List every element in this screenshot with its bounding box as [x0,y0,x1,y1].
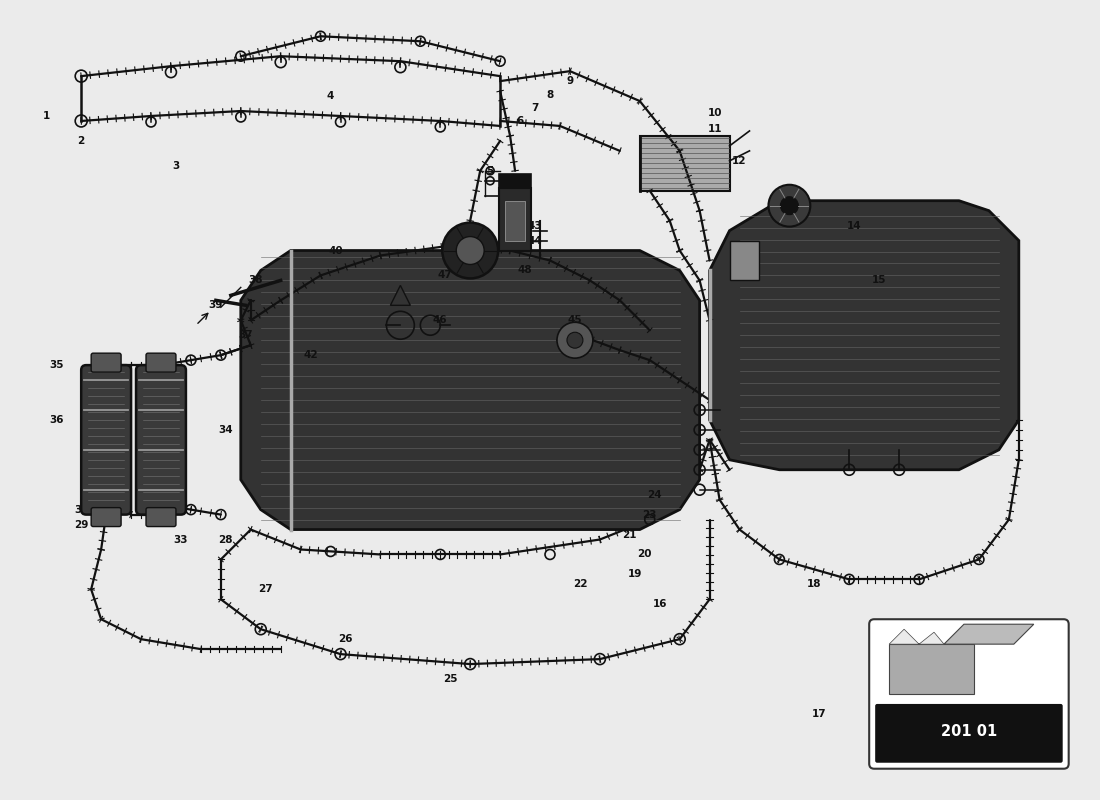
Text: 16: 16 [652,599,667,610]
Text: 40: 40 [328,246,343,255]
Polygon shape [499,188,531,250]
Text: 44: 44 [528,235,542,246]
Text: 201 01: 201 01 [940,724,997,739]
FancyBboxPatch shape [81,365,131,514]
Text: 17: 17 [812,709,826,719]
Text: 3: 3 [173,161,179,171]
FancyBboxPatch shape [136,365,186,514]
Text: 22: 22 [573,579,587,590]
Text: 38: 38 [249,275,263,286]
Text: 13: 13 [798,201,812,210]
Text: 19: 19 [628,570,642,579]
Text: 8: 8 [547,90,553,100]
Circle shape [557,322,593,358]
Circle shape [769,185,811,226]
Text: 4: 4 [327,91,334,101]
Text: 15: 15 [872,275,887,286]
Text: 30: 30 [74,505,88,514]
FancyBboxPatch shape [869,619,1069,769]
Text: 39: 39 [209,300,223,310]
Text: 9: 9 [566,76,573,86]
Text: europ arts: europ arts [373,346,667,394]
Text: 18: 18 [807,579,822,590]
Polygon shape [889,644,974,694]
Text: 43: 43 [528,221,542,230]
Polygon shape [505,201,525,241]
FancyBboxPatch shape [146,353,176,372]
FancyBboxPatch shape [91,353,121,372]
Text: 7: 7 [531,103,539,113]
Text: 23: 23 [642,510,657,520]
Polygon shape [640,136,729,190]
Text: 2: 2 [78,136,85,146]
Text: 35: 35 [50,360,64,370]
FancyBboxPatch shape [91,508,121,526]
Circle shape [456,237,484,265]
Text: 36: 36 [50,415,64,425]
Text: 29: 29 [74,519,88,530]
Text: 1: 1 [43,111,50,121]
Polygon shape [499,174,531,188]
Text: 42: 42 [304,350,318,360]
Polygon shape [241,250,700,530]
Polygon shape [390,286,410,306]
FancyBboxPatch shape [146,508,176,526]
Text: 31: 31 [79,490,94,500]
Text: 28: 28 [219,534,233,545]
Text: 34: 34 [219,425,233,435]
Text: 5: 5 [486,166,494,176]
Polygon shape [889,630,944,644]
Text: 37: 37 [239,330,253,340]
Circle shape [566,332,583,348]
Text: 6: 6 [517,116,524,126]
Circle shape [442,222,498,278]
Text: 27: 27 [258,584,273,594]
Polygon shape [729,241,759,281]
Text: 21: 21 [623,530,637,539]
Polygon shape [710,201,1019,470]
Text: 46: 46 [433,315,448,326]
Text: 41: 41 [443,241,458,250]
Text: 47: 47 [438,270,452,281]
Text: 14: 14 [847,221,861,230]
Text: 33: 33 [174,534,188,545]
Text: 45: 45 [568,315,582,326]
Text: 10: 10 [707,108,722,118]
Text: 20: 20 [638,550,652,559]
Text: 32: 32 [89,474,103,485]
Circle shape [780,197,799,214]
Text: 25: 25 [443,674,458,684]
Polygon shape [944,624,1034,644]
Text: 48: 48 [518,266,532,275]
Text: 11: 11 [707,124,722,134]
Text: 26: 26 [339,634,353,644]
Text: 12: 12 [733,156,747,166]
Text: 24: 24 [648,490,662,500]
FancyBboxPatch shape [876,704,1063,762]
